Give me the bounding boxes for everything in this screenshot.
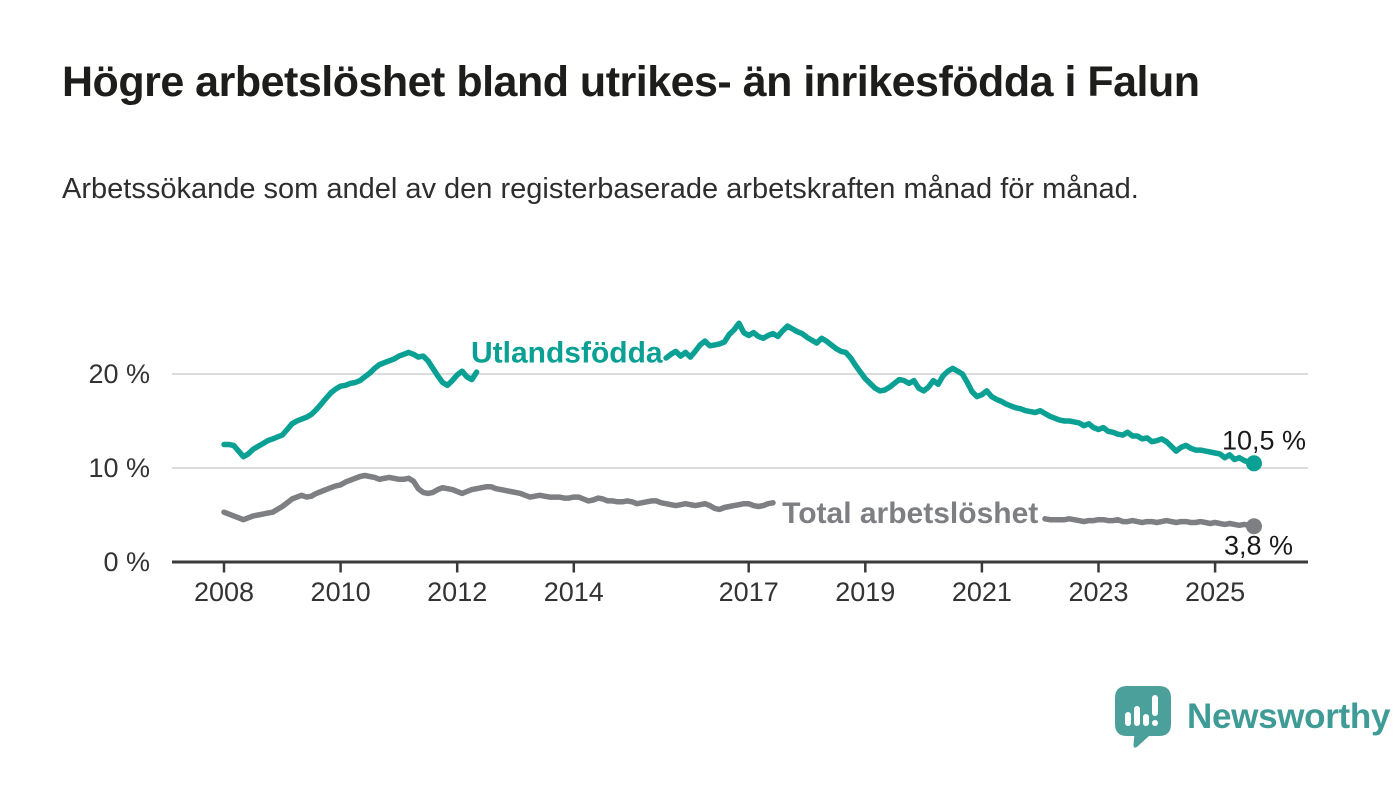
series-line-total [1042, 516, 1257, 530]
end-value-label-utlandsfodda: 10,5 % [1222, 425, 1306, 455]
series-label-total: Total arbetslöshet [782, 497, 1038, 530]
series-line-total [221, 472, 776, 523]
series-line-utlandsfodda [663, 320, 1257, 467]
y-tick-label: 10 % [88, 453, 150, 483]
x-tick-label: 2012 [427, 577, 487, 607]
series-label-utlandsfodda: Utlandsfödda [471, 337, 663, 370]
logo-wordmark: Newsworthy [1187, 697, 1391, 736]
y-tick-label: 20 % [88, 359, 150, 389]
x-tick-label: 2021 [952, 577, 1012, 607]
x-tick-label: 2014 [544, 577, 604, 607]
x-tick-label: 2023 [1068, 577, 1128, 607]
end-dot-total [1245, 518, 1262, 535]
y-tick-label: 0 % [103, 547, 150, 577]
x-tick-label: 2010 [311, 577, 371, 607]
x-tick-label: 2019 [835, 577, 895, 607]
series-line-utlandsfodda [221, 349, 480, 460]
newsworthy-logo: Newsworthy [1112, 684, 1390, 750]
chart-title: Högre arbetslöshet bland utrikes- än inr… [62, 58, 1200, 106]
end-value-label-total: 3,8 % [1224, 530, 1293, 560]
chart-subtitle: Arbetssökande som andel av den registerb… [62, 173, 1139, 205]
end-dot-utlandsfodda [1245, 455, 1262, 472]
x-tick-label: 2008 [194, 577, 254, 607]
newsworthy-speech-bubble-chart-icon [1115, 686, 1171, 748]
x-tick-label: 2017 [719, 577, 779, 607]
x-tick-label: 2025 [1185, 577, 1245, 607]
